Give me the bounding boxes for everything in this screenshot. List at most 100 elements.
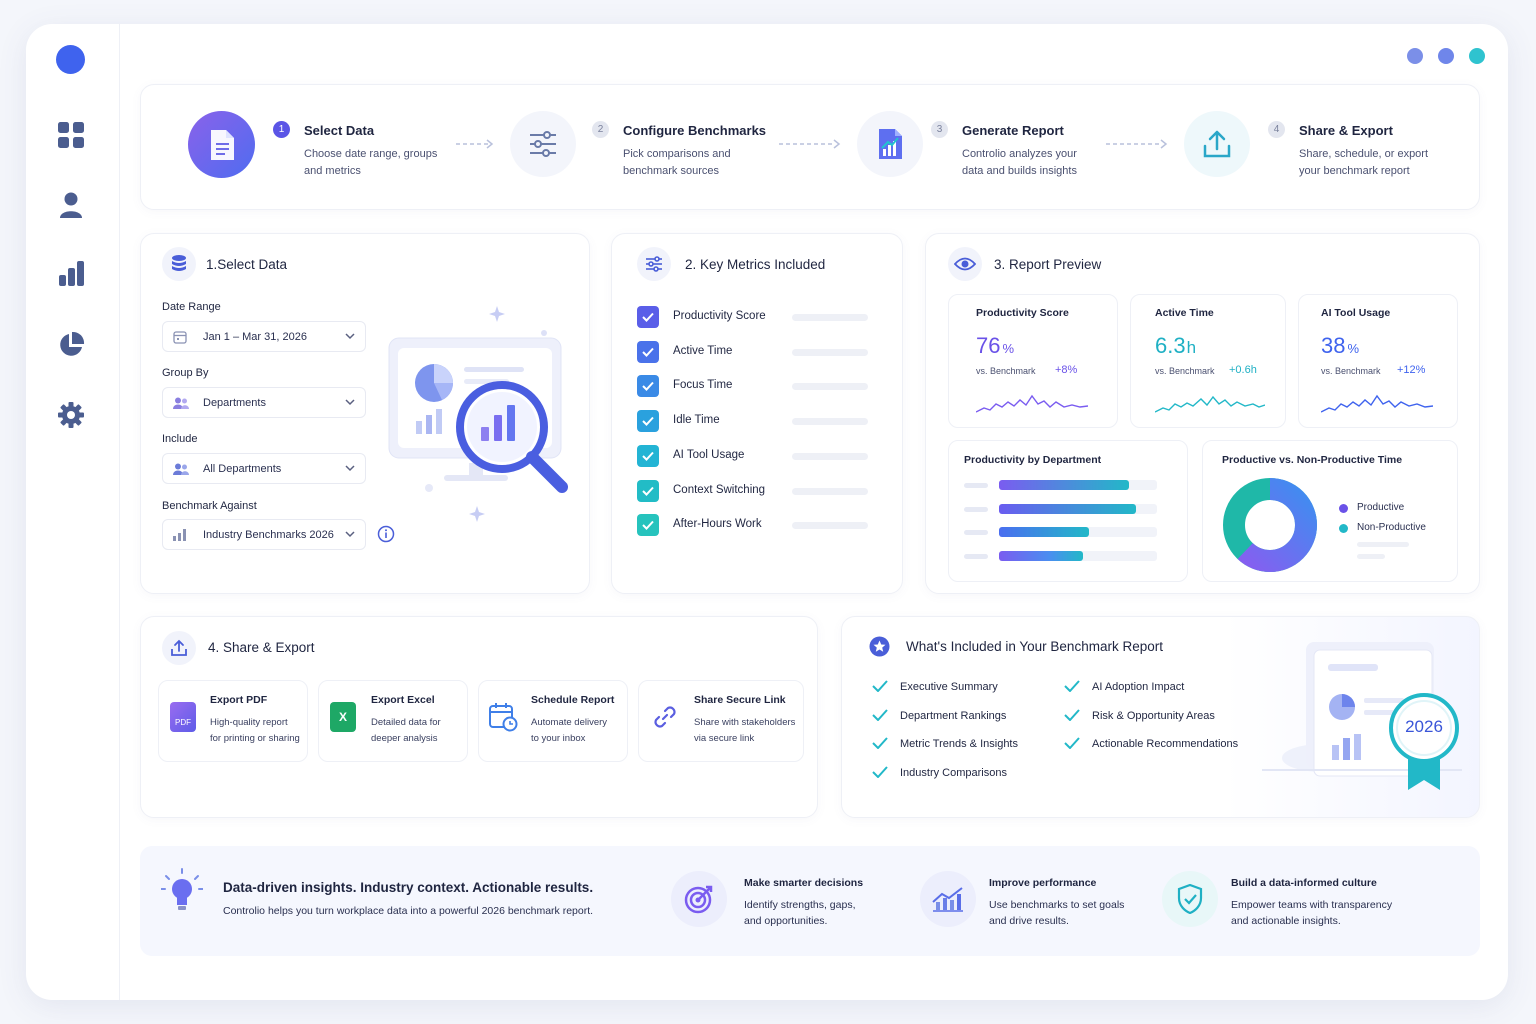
window-dot-1[interactable] bbox=[1407, 48, 1423, 64]
window-dot-3[interactable] bbox=[1469, 48, 1485, 64]
benchmark-value: Industry Benchmarks 2026 bbox=[203, 528, 334, 541]
app-logo bbox=[56, 45, 85, 74]
step-desc-line1: Pick comparisons and bbox=[623, 148, 731, 160]
footer-headline: Data-driven insights. Industry context. … bbox=[223, 880, 594, 895]
bar-chart-icon[interactable] bbox=[54, 256, 88, 290]
metric-label: Idle Time bbox=[673, 414, 720, 427]
date-range-label: Date Range bbox=[162, 301, 221, 313]
metric-placeholder-bar bbox=[792, 348, 868, 356]
benchmark-select[interactable]: Industry Benchmarks 2026 bbox=[162, 519, 366, 550]
feature-title: Build a data-informed culture bbox=[1231, 877, 1377, 889]
legend-label: Non-Productive bbox=[1357, 522, 1426, 533]
shield-check-icon bbox=[1162, 871, 1218, 927]
excel-icon: X bbox=[330, 702, 356, 732]
group-by-select[interactable]: Departments bbox=[162, 387, 366, 418]
checkmark-icon bbox=[642, 347, 654, 357]
target-icon bbox=[671, 871, 727, 927]
dept-bar-label-placeholder bbox=[964, 483, 988, 488]
sidebar bbox=[26, 24, 120, 1000]
share-link-button[interactable] bbox=[638, 680, 804, 762]
lightbulb-icon bbox=[161, 868, 203, 910]
schedule-report-button[interactable] bbox=[478, 680, 628, 762]
feature-desc: and drive results. bbox=[989, 915, 1069, 927]
metric-checkbox[interactable] bbox=[637, 514, 659, 537]
checkmark-icon bbox=[642, 486, 654, 496]
step-desc-line1: Controlio analyzes your bbox=[962, 148, 1077, 160]
include-select[interactable]: All Departments bbox=[162, 453, 366, 484]
kpi-value: 76% bbox=[976, 333, 1015, 358]
metric-checkbox[interactable] bbox=[637, 410, 659, 433]
dept-bar-label-placeholder bbox=[964, 530, 988, 535]
users-icon bbox=[173, 462, 191, 476]
check-icon bbox=[872, 766, 888, 779]
kpi-delta: +0.6h bbox=[1229, 364, 1257, 376]
dept-bar-label-placeholder bbox=[964, 506, 988, 512]
kpi-delta: +12% bbox=[1397, 364, 1426, 376]
metric-checkbox[interactable] bbox=[637, 444, 659, 467]
checkmark-icon bbox=[642, 382, 654, 392]
check-icon bbox=[1064, 709, 1080, 721]
info-icon[interactable] bbox=[377, 525, 395, 543]
check-icon bbox=[872, 737, 888, 750]
legend-placeholder bbox=[1357, 542, 1409, 547]
date-range-value: Jan 1 – Mar 31, 2026 bbox=[203, 330, 307, 343]
dept-bar bbox=[999, 503, 1136, 514]
section-title: What's Included in Your Benchmark Report bbox=[906, 639, 1163, 654]
dept-bar bbox=[999, 550, 1083, 561]
section-title: 2. Key Metrics Included bbox=[685, 257, 826, 272]
settings-gear-icon[interactable] bbox=[54, 398, 88, 432]
checkmark-icon bbox=[642, 416, 654, 427]
footer-subline: Controlio helps you turn workplace data … bbox=[223, 905, 594, 917]
kpi-label: AI Tool Usage bbox=[1321, 307, 1391, 319]
pdf-icon: PDF bbox=[170, 702, 196, 732]
analytics-magnifier-illustration bbox=[388, 306, 568, 522]
option-desc: for printing or sharing bbox=[210, 733, 300, 744]
included-item: Department Rankings bbox=[872, 709, 1007, 722]
step-desc-line2: benchmark sources bbox=[623, 165, 719, 177]
chevron-down-icon bbox=[345, 399, 355, 406]
user-icon[interactable] bbox=[54, 188, 88, 222]
feature-desc: and opportunities. bbox=[744, 915, 828, 927]
date-range-select[interactable]: Jan 1 – Mar 31, 2026 bbox=[162, 321, 366, 352]
metric-checkbox[interactable] bbox=[637, 375, 659, 398]
kpi-label: Productivity Score bbox=[976, 307, 1069, 319]
step-number: 2 bbox=[592, 121, 609, 138]
dept-bar bbox=[999, 527, 1089, 537]
metric-label: Productivity Score bbox=[673, 310, 766, 322]
chevron-down-icon bbox=[345, 333, 355, 340]
link-icon bbox=[654, 706, 676, 728]
step-desc-line1: Share, schedule, or export bbox=[1299, 148, 1429, 160]
metric-label: Active Time bbox=[673, 344, 733, 357]
metric-placeholder-bar bbox=[792, 314, 868, 321]
dashboard-grid-icon[interactable] bbox=[54, 118, 88, 152]
option-title: Export Excel bbox=[371, 694, 435, 706]
trend-chart-icon bbox=[920, 871, 976, 927]
feature-desc: Identify strengths, gaps, bbox=[744, 899, 856, 911]
window-dot-2[interactable] bbox=[1438, 48, 1454, 64]
metric-placeholder-bar bbox=[792, 383, 868, 391]
chevron-down-icon bbox=[345, 465, 355, 472]
included-item: Metric Trends & Insights bbox=[872, 737, 1018, 750]
option-title: Schedule Report bbox=[531, 694, 615, 706]
option-desc: Detailed data for bbox=[371, 717, 441, 728]
included-item: AI Adoption Impact bbox=[1064, 680, 1184, 693]
metric-checkbox[interactable] bbox=[637, 340, 659, 363]
option-title: Export PDF bbox=[210, 694, 268, 706]
donut-productive-segment bbox=[1223, 478, 1317, 572]
included-item-label: Department Rankings bbox=[900, 709, 1007, 722]
option-desc: to your inbox bbox=[531, 733, 586, 744]
metric-label: AI Tool Usage bbox=[673, 448, 745, 461]
include-value: All Departments bbox=[203, 462, 282, 475]
checkmark-icon bbox=[642, 312, 654, 322]
metric-checkbox[interactable] bbox=[637, 479, 659, 502]
metric-checkbox[interactable] bbox=[637, 306, 659, 328]
feature-desc: Use benchmarks to set goals bbox=[989, 899, 1125, 911]
pie-chart-icon[interactable] bbox=[54, 328, 88, 362]
feature-title: Improve performance bbox=[989, 877, 1097, 889]
step-number: 1 bbox=[273, 121, 290, 138]
step-desc-line2: your benchmark report bbox=[1299, 165, 1410, 177]
included-item-label: Risk & Opportunity Areas bbox=[1092, 709, 1215, 722]
sliders-icon bbox=[510, 111, 576, 177]
checkmark-icon bbox=[642, 521, 654, 531]
metric-label: After-Hours Work bbox=[673, 518, 762, 531]
